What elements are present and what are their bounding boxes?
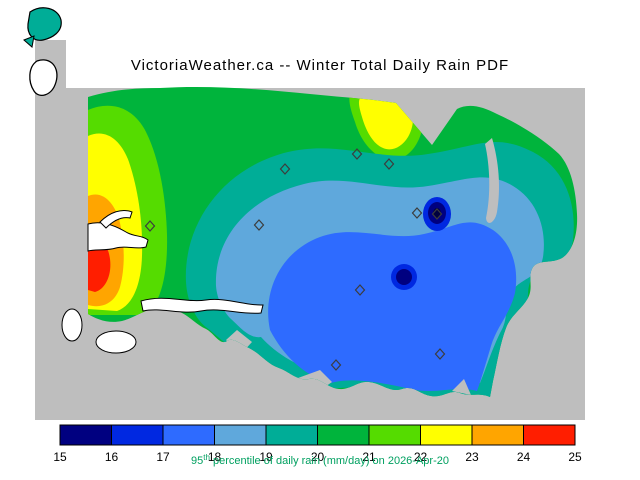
band-yellow-north	[358, 93, 414, 150]
rain-min-core-south	[391, 264, 417, 290]
caption-number: 95	[191, 455, 203, 467]
colorbar-tick-label: 15	[53, 450, 67, 464]
colorbar-tick-label: 16	[105, 450, 119, 464]
core-navy	[396, 269, 412, 285]
caption-superscript: th	[203, 453, 210, 462]
coastline-hook	[29, 59, 58, 97]
harbour-white	[95, 330, 137, 354]
band-blue	[268, 222, 517, 391]
station-marker	[351, 148, 363, 160]
colorbar-segment	[162, 424, 215, 446]
station-marker	[279, 163, 291, 175]
colorbar-tick-label: 24	[517, 450, 531, 464]
station-marker	[434, 348, 446, 360]
caption-rest: percentile of daily rain (mm/day) on 202…	[210, 455, 449, 467]
colorbar-tick-label: 21	[362, 450, 376, 464]
saanich-inlet	[87, 222, 149, 252]
colorbar-tick-label: 17	[156, 450, 170, 464]
station-marker	[330, 359, 342, 371]
colorbar-caption: 95th percentile of daily rain (mm/day) o…	[191, 453, 449, 467]
coastal-bay	[452, 379, 471, 395]
colorbar-tick-label: 18	[208, 450, 222, 464]
island-shape	[27, 7, 62, 41]
station-marker	[431, 208, 443, 220]
inlets	[61, 209, 264, 354]
island-shape-small	[23, 35, 35, 48]
colorbar-segment	[317, 424, 370, 446]
station-marker	[383, 158, 395, 170]
station-marker	[411, 207, 423, 219]
colorbar-segment	[523, 424, 576, 446]
colorbar-segment	[214, 424, 267, 446]
lower-channel	[140, 297, 264, 314]
rain-min-core-north	[423, 197, 451, 231]
colorbar-tick-label: 25	[568, 450, 582, 464]
colorbar-segment	[111, 424, 164, 446]
colorbar-segment	[368, 424, 421, 446]
coastal-channel	[485, 138, 500, 223]
inlet-arm	[99, 209, 133, 229]
map-title: VictoriaWeather.ca -- Winter Total Daily…	[131, 57, 509, 74]
colorbar-tick-label: 20	[311, 450, 325, 464]
colorbar-segment	[59, 424, 112, 446]
harbour-white	[61, 308, 83, 342]
title-strip	[66, 40, 585, 88]
station-marker	[144, 220, 156, 232]
stations-layer	[144, 148, 446, 371]
colorbar-tick-label: 23	[465, 450, 479, 464]
colorbar-segment	[265, 424, 318, 446]
colorbar: 15 16 17 18 19 20 21 22 23 24 25	[53, 424, 582, 464]
colorbar-tick-label: 22	[414, 450, 428, 464]
station-marker	[354, 284, 366, 296]
colorbar-segment	[420, 424, 473, 446]
colorbar-segment	[471, 424, 524, 446]
offshore-islands	[23, 7, 62, 48]
colorbar-tick-label: 19	[259, 450, 273, 464]
station-marker	[253, 219, 265, 231]
